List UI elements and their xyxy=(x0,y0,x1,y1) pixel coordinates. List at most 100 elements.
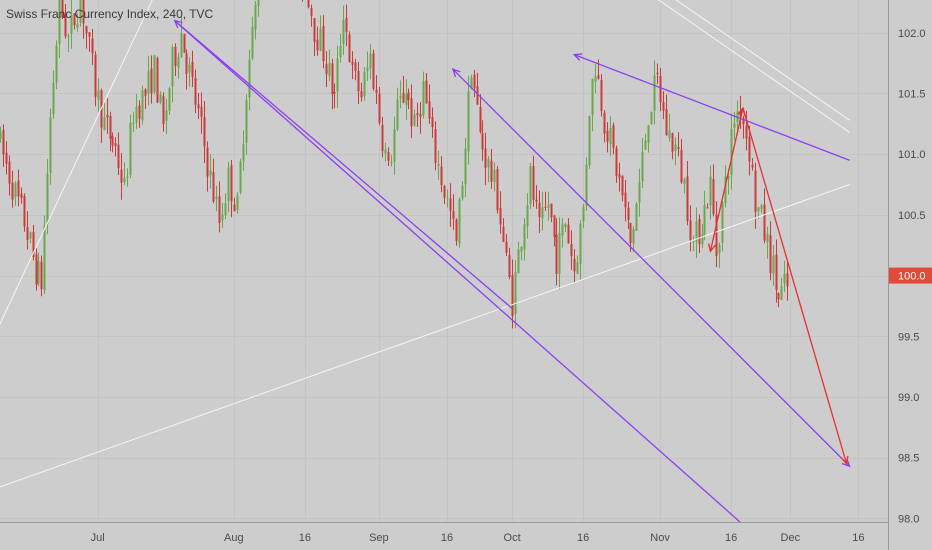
x-tick-label: Jul xyxy=(91,532,105,544)
candle-down xyxy=(333,83,336,109)
candle-down xyxy=(94,51,97,107)
candle-up xyxy=(594,64,597,94)
candle-body xyxy=(695,221,698,242)
candle-body xyxy=(455,219,458,241)
candle-up xyxy=(336,45,339,109)
trendline[interactable] xyxy=(709,107,744,252)
candle-body xyxy=(659,75,662,103)
candle-body xyxy=(775,254,778,291)
candle-down xyxy=(532,155,535,207)
candle-down xyxy=(455,218,458,246)
candle-up xyxy=(561,218,564,248)
candle-body xyxy=(94,54,97,97)
white-line[interactable] xyxy=(610,0,850,133)
candle-body xyxy=(467,91,470,152)
candle-down xyxy=(671,132,674,160)
candle-down xyxy=(665,94,668,136)
candle-body xyxy=(686,176,689,222)
candle-body xyxy=(43,225,46,291)
candle-up xyxy=(609,116,612,157)
candle-body xyxy=(363,72,366,97)
purple-arrow[interactable] xyxy=(572,53,850,161)
candle-up xyxy=(437,150,440,180)
candle-body xyxy=(67,35,70,37)
candle-up xyxy=(588,115,591,169)
candle-body xyxy=(703,205,706,235)
candle-down xyxy=(434,121,437,171)
candle-body xyxy=(227,167,230,201)
candle-body xyxy=(369,53,372,69)
red-arrow[interactable] xyxy=(742,107,849,466)
trendline[interactable] xyxy=(452,68,850,467)
candle-body xyxy=(721,202,724,243)
candle-up xyxy=(224,193,227,220)
candle-down xyxy=(310,4,313,27)
candle-body xyxy=(763,204,766,241)
candle-down xyxy=(606,122,609,153)
purple-arrow[interactable] xyxy=(451,68,851,468)
candle-up xyxy=(558,217,561,290)
candle-down xyxy=(499,191,502,234)
x-tick-label: 16 xyxy=(441,532,453,544)
candle-up xyxy=(209,154,212,189)
trendline[interactable] xyxy=(0,184,850,488)
candle-body xyxy=(443,186,446,198)
trendline[interactable] xyxy=(742,107,848,464)
trendline[interactable] xyxy=(610,0,850,133)
purple-line[interactable] xyxy=(174,20,741,523)
candle-body xyxy=(683,179,686,184)
candle-up xyxy=(692,235,695,252)
candle-up xyxy=(644,133,647,151)
candle-body xyxy=(23,195,26,227)
candle-body xyxy=(405,93,408,106)
candle-down xyxy=(375,74,378,104)
trendline[interactable] xyxy=(174,20,513,309)
candle-body xyxy=(615,147,618,176)
candle-body xyxy=(200,106,203,117)
trendline[interactable] xyxy=(610,0,850,121)
candle-down xyxy=(473,70,476,98)
candle-down xyxy=(8,155,11,196)
candle-body xyxy=(709,176,712,206)
candle-up xyxy=(695,207,698,259)
candle-down xyxy=(307,0,310,9)
candle-body xyxy=(419,114,422,118)
white-line[interactable] xyxy=(0,0,154,330)
candle-body xyxy=(449,198,452,211)
candle-down xyxy=(5,141,8,175)
candle-body xyxy=(600,80,603,111)
candle-down xyxy=(502,218,505,243)
candle-body xyxy=(8,161,11,184)
white-line[interactable] xyxy=(0,184,850,488)
x-tick-label: Sep xyxy=(369,532,389,544)
candle-body xyxy=(582,206,585,222)
candle-body xyxy=(126,176,129,178)
candle-up xyxy=(177,52,180,79)
candle-down xyxy=(150,55,153,104)
candle-down xyxy=(476,72,479,105)
candle-up xyxy=(564,222,567,233)
candle-body xyxy=(35,254,38,285)
arrow-head xyxy=(451,68,461,77)
candle-body xyxy=(307,0,310,8)
trendline[interactable] xyxy=(174,20,741,523)
candle-down xyxy=(567,218,570,244)
candle-body xyxy=(517,249,520,274)
candle-body xyxy=(129,122,132,176)
candle-body xyxy=(529,166,532,205)
y-tick-label: 99.5 xyxy=(898,331,919,343)
candle-body xyxy=(514,271,517,314)
candle-up xyxy=(126,168,129,187)
candle-body xyxy=(372,53,375,89)
trendline[interactable] xyxy=(574,54,850,161)
candle-body xyxy=(505,241,508,253)
candle-body xyxy=(434,128,437,163)
candle-up xyxy=(641,137,644,188)
x-tick-label: Nov xyxy=(650,532,670,544)
candle-body xyxy=(407,92,410,100)
white-line[interactable] xyxy=(610,0,850,121)
trendline[interactable] xyxy=(0,0,154,330)
candle-body xyxy=(381,125,384,152)
candle-body xyxy=(558,232,561,274)
